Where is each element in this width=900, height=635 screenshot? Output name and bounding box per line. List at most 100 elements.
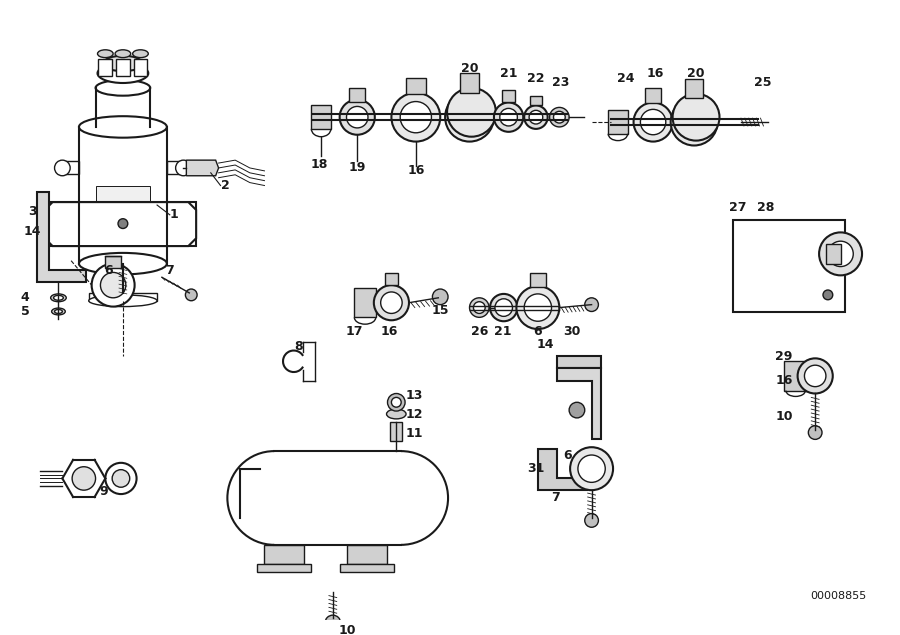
Circle shape — [828, 241, 853, 267]
Bar — [502, 90, 516, 102]
Circle shape — [112, 470, 130, 487]
Text: 24: 24 — [617, 72, 634, 84]
Text: 6: 6 — [534, 326, 542, 338]
Bar — [460, 73, 480, 93]
Ellipse shape — [51, 308, 66, 315]
Text: 14: 14 — [23, 225, 40, 238]
Circle shape — [805, 365, 826, 387]
Circle shape — [524, 294, 552, 321]
Ellipse shape — [388, 394, 405, 411]
Circle shape — [578, 455, 606, 483]
Circle shape — [72, 467, 95, 490]
Text: 6: 6 — [562, 450, 572, 462]
Circle shape — [470, 298, 489, 318]
Text: 10: 10 — [775, 410, 793, 424]
Ellipse shape — [89, 295, 158, 307]
Circle shape — [569, 403, 585, 418]
Bar — [116, 58, 130, 76]
Circle shape — [550, 107, 569, 127]
Text: 00008855: 00008855 — [811, 591, 867, 601]
Text: 29: 29 — [775, 350, 793, 363]
Text: 16: 16 — [407, 164, 425, 177]
Text: 26: 26 — [471, 326, 488, 338]
Ellipse shape — [97, 50, 113, 58]
Circle shape — [473, 302, 485, 314]
Polygon shape — [166, 161, 184, 174]
Bar — [826, 244, 841, 264]
Text: 11: 11 — [405, 427, 423, 440]
Circle shape — [339, 100, 374, 135]
Circle shape — [670, 98, 717, 145]
Text: 2: 2 — [221, 179, 230, 192]
Text: 10: 10 — [338, 624, 356, 635]
Text: 3: 3 — [28, 205, 36, 218]
Text: 5: 5 — [21, 305, 30, 318]
Ellipse shape — [392, 398, 401, 407]
Bar — [384, 274, 398, 285]
Text: 18: 18 — [310, 157, 328, 171]
Polygon shape — [89, 293, 158, 301]
Circle shape — [495, 299, 512, 316]
Bar — [349, 88, 365, 102]
Circle shape — [118, 218, 128, 229]
Circle shape — [105, 463, 137, 494]
Bar — [608, 110, 627, 134]
Circle shape — [92, 264, 135, 307]
Polygon shape — [37, 192, 86, 282]
Circle shape — [634, 102, 672, 142]
Text: 28: 28 — [757, 201, 774, 213]
Bar — [406, 78, 426, 94]
Circle shape — [325, 615, 340, 631]
Text: 8: 8 — [294, 340, 303, 353]
Text: 16: 16 — [775, 374, 793, 387]
Ellipse shape — [132, 50, 148, 58]
Circle shape — [808, 425, 822, 439]
Text: 14: 14 — [537, 338, 554, 351]
Circle shape — [446, 93, 494, 142]
Text: 16: 16 — [646, 67, 663, 80]
Ellipse shape — [176, 160, 191, 176]
Text: 9: 9 — [99, 485, 108, 498]
Circle shape — [524, 105, 547, 129]
Circle shape — [529, 110, 543, 124]
Ellipse shape — [50, 294, 67, 302]
Circle shape — [570, 447, 613, 490]
Circle shape — [585, 514, 598, 527]
Text: 21: 21 — [500, 67, 518, 80]
Bar — [734, 220, 845, 312]
Text: 20: 20 — [688, 67, 705, 80]
Circle shape — [454, 102, 485, 133]
Bar — [45, 202, 196, 246]
Polygon shape — [538, 449, 587, 490]
Bar — [355, 288, 376, 318]
Ellipse shape — [55, 309, 62, 314]
Circle shape — [101, 272, 126, 298]
Polygon shape — [186, 160, 219, 176]
Circle shape — [819, 232, 862, 276]
Bar — [265, 545, 303, 565]
Circle shape — [554, 111, 565, 123]
Text: 15: 15 — [431, 304, 449, 317]
Circle shape — [797, 358, 832, 394]
Bar — [645, 88, 661, 102]
Text: 22: 22 — [527, 72, 544, 84]
Ellipse shape — [104, 56, 142, 71]
Circle shape — [500, 109, 518, 126]
Ellipse shape — [79, 253, 166, 274]
Text: 20: 20 — [461, 62, 478, 75]
Text: 23: 23 — [552, 76, 569, 90]
Text: 21: 21 — [494, 326, 511, 338]
Bar — [685, 79, 703, 98]
Ellipse shape — [97, 64, 148, 83]
Bar — [557, 356, 601, 368]
Text: 4: 4 — [21, 291, 30, 304]
Circle shape — [392, 93, 440, 142]
Circle shape — [185, 289, 197, 301]
Ellipse shape — [54, 295, 63, 300]
Circle shape — [447, 88, 496, 137]
Circle shape — [641, 109, 666, 135]
Ellipse shape — [386, 409, 406, 419]
Text: 7: 7 — [166, 264, 174, 277]
Bar — [530, 96, 542, 105]
Text: 25: 25 — [753, 76, 771, 90]
